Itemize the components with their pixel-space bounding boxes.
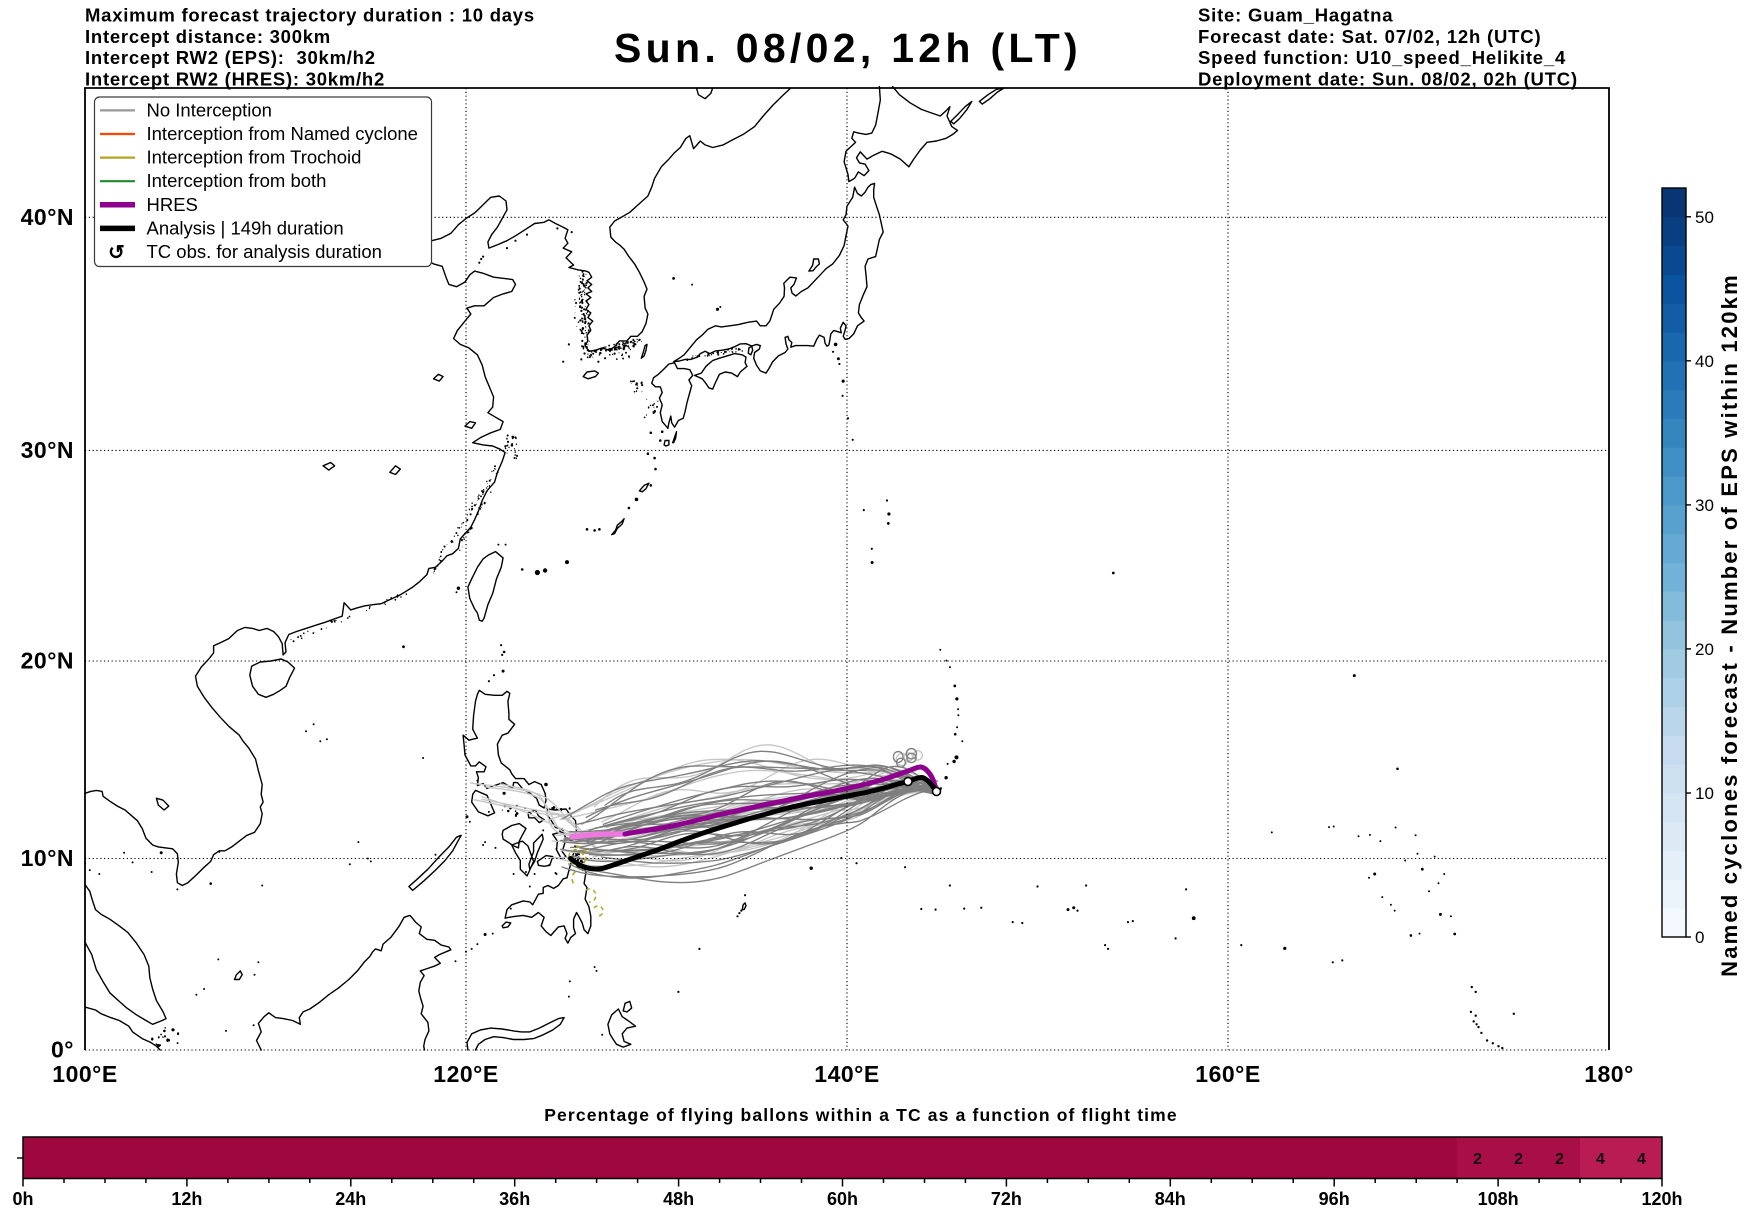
svg-text:36h: 36h [499,1189,530,1209]
svg-text:0°: 0° [51,1037,74,1063]
svg-text:108h: 108h [1478,1189,1519,1209]
svg-text:0h: 0h [12,1189,33,1209]
svg-text:0: 0 [1695,928,1704,947]
svg-text:96h: 96h [1319,1189,1350,1209]
svg-text:10: 10 [1695,784,1714,803]
svg-text:160°E: 160°E [1195,1061,1260,1087]
svg-text:TC obs. for analysis duration: TC obs. for analysis duration [147,241,382,262]
svg-text:↺: ↺ [108,242,125,264]
svg-text:140°E: 140°E [814,1061,879,1087]
svg-text:Site: Guam_Hagatna: Site: Guam_Hagatna [1198,5,1393,26]
svg-text:Sun. 08/02, 12h (LT): Sun. 08/02, 12h (LT) [614,25,1082,71]
svg-text:12h: 12h [171,1189,202,1209]
svg-text:2: 2 [1473,1151,1482,1168]
svg-text:100°E: 100°E [52,1061,117,1087]
svg-text:72h: 72h [991,1189,1022,1209]
svg-text:120h: 120h [1641,1189,1682,1209]
svg-text:Deployment date: Sun. 08/02, 0: Deployment date: Sun. 08/02, 02h (UTC) [1198,68,1578,89]
svg-text:HRES: HRES [147,194,198,215]
svg-text:48h: 48h [663,1189,694,1209]
svg-text:60h: 60h [827,1189,858,1209]
svg-text:180°: 180° [1584,1061,1634,1087]
svg-text:2: 2 [1514,1151,1523,1168]
svg-text:Interception from Trochoid: Interception from Trochoid [147,147,362,168]
svg-text:Interception from Named cyclon: Interception from Named cyclone [147,123,418,144]
svg-text:30: 30 [1695,496,1714,515]
svg-text:Percentage of flying ballons w: Percentage of flying ballons within a TC… [544,1105,1178,1125]
svg-text:30°N: 30°N [21,437,74,463]
svg-text:Interception from both: Interception from both [147,170,327,191]
svg-text:Speed function: U10_speed_Heli: Speed function: U10_speed_Helikite_4 [1198,47,1566,68]
svg-text:2: 2 [1555,1151,1564,1168]
svg-text:Analysis | 149h duration: Analysis | 149h duration [147,217,344,238]
svg-text:Forecast date: Sat. 07/02, 12h: Forecast date: Sat. 07/02, 12h (UTC) [1198,26,1541,47]
svg-text:Intercept distance: 300km: Intercept distance: 300km [85,26,331,47]
svg-text:40°N: 40°N [21,204,74,230]
svg-text:No Interception: No Interception [147,99,272,120]
svg-text:24h: 24h [335,1189,366,1209]
svg-text:120°E: 120°E [433,1061,498,1087]
svg-text:Maximum forecast trajectory du: Maximum forecast trajectory duration : 1… [85,5,535,26]
svg-text:20°N: 20°N [21,648,74,674]
svg-text:Intercept RW2 (EPS): 30km/h2: Intercept RW2 (EPS): 30km/h2 [85,47,376,68]
svg-text:84h: 84h [1155,1189,1186,1209]
svg-text:50: 50 [1695,208,1714,227]
svg-text:Intercept RW2 (HRES): 30km/h2: Intercept RW2 (HRES): 30km/h2 [85,68,385,89]
svg-text:Named cyclones forecast - Numb: Named cyclones forecast - Number of EPS … [1717,273,1742,977]
svg-text:10°N: 10°N [21,845,74,871]
svg-text:4: 4 [1637,1151,1646,1168]
svg-text:20: 20 [1695,640,1714,659]
svg-text:4: 4 [1596,1151,1605,1168]
svg-text:40: 40 [1695,352,1714,371]
